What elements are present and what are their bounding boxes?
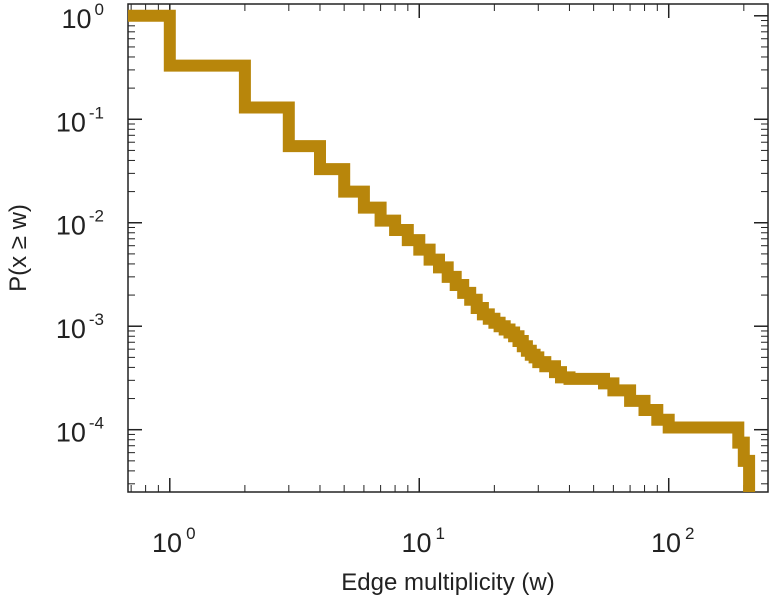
minor-ticks bbox=[128, 4, 768, 492]
x-axis-title: Edge multiplicity (w) bbox=[341, 569, 554, 596]
y-tick-label: 10 -2 bbox=[56, 207, 104, 241]
y-tick-label: 10 0 bbox=[61, 0, 104, 34]
major-ticks bbox=[128, 4, 768, 492]
x-tick-label: 10 0 bbox=[152, 524, 196, 558]
plot-frame bbox=[127, 3, 769, 493]
y-tick-label: 10 -3 bbox=[56, 310, 104, 344]
series-line bbox=[128, 9, 756, 492]
y-axis-title: P(x ≥ w) bbox=[5, 204, 32, 292]
x-tick-labels: 10 0 10 1 10 2 bbox=[152, 524, 694, 558]
x-tick-label: 10 2 bbox=[651, 524, 695, 558]
x-tick-label: 10 1 bbox=[401, 524, 445, 558]
y-tick-label: 10 -4 bbox=[56, 414, 104, 448]
y-tick-label: 10 -1 bbox=[56, 103, 104, 137]
series-layer bbox=[127, 9, 756, 492]
